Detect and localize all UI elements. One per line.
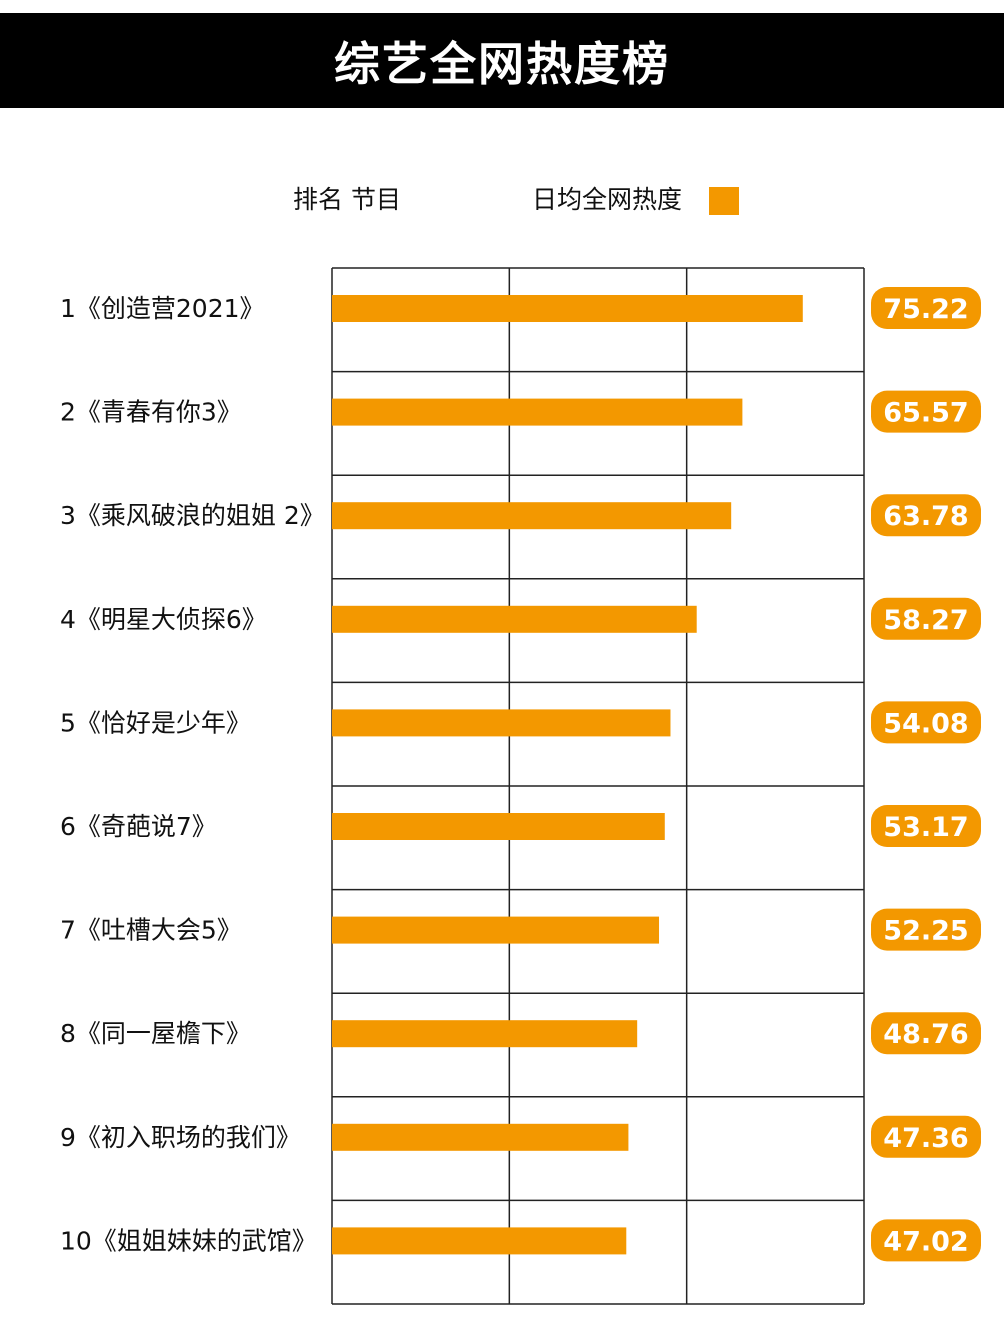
value-badge (871, 805, 981, 847)
grid (331, 267, 865, 1305)
legend-label: 日均全网热度 (532, 185, 682, 214)
value-badge (871, 287, 981, 329)
row-label: 3《乘风破浪的姐姐 2》 (60, 501, 325, 530)
row-labels: 1《创造营2021》 2《青春有你3》 3《乘风破浪的姐姐 2》 4《明星大侦探6》 5… (60, 294, 325, 1255)
value-badge (871, 1219, 981, 1262)
header-rank-program: 排名 节目 (293, 185, 401, 214)
value-label: 47.36 (883, 1123, 968, 1154)
row-label: 8《同一屋檐下》 (60, 1019, 251, 1048)
value-badges: 75.22 65.57 63.78 58.27 54.08 53.17 52.25 48.76… (871, 287, 981, 1262)
row-label: 2《青春有你3》 (60, 398, 242, 427)
value-badge (871, 701, 981, 744)
row-label: 6《奇葩说7》 (60, 812, 217, 841)
value-label: 58.27 (883, 605, 968, 636)
bars (332, 295, 803, 1255)
value-label: 65.57 (883, 398, 968, 429)
bar (332, 605, 697, 633)
value-label: 52.25 (883, 916, 968, 947)
legend-swatch (709, 187, 739, 215)
bar (332, 502, 732, 530)
value-badge (871, 1115, 981, 1158)
value-badge (871, 908, 981, 951)
chart-title: 综艺全网热度榜 (0, 13, 1004, 108)
value-badge (871, 390, 981, 433)
row-label: 10《姐姐妹妹的武馆》 (60, 1226, 317, 1255)
bar (332, 295, 803, 322)
value-label: 63.78 (883, 501, 968, 532)
row-label: 1《创造营2021》 (60, 294, 265, 323)
row-label: 7《吐槽大会5》 (60, 916, 242, 945)
bar (332, 1020, 638, 1048)
value-label: 53.17 (883, 812, 968, 843)
bar (332, 813, 665, 840)
value-label: 47.02 (883, 1226, 968, 1257)
value-label: 54.08 (883, 708, 968, 739)
row-label: 5《恰好是少年》 (60, 708, 251, 737)
bar (332, 709, 671, 737)
value-label: 48.76 (883, 1019, 968, 1050)
bar (332, 398, 743, 426)
value-badge (871, 597, 981, 640)
value-label: 75.22 (883, 294, 968, 325)
row-label: 4《明星大侦探6》 (60, 605, 267, 634)
bar (332, 1227, 627, 1255)
value-badge (871, 494, 981, 537)
row-label: 9《初入职场的我们》 (60, 1123, 301, 1152)
bar (332, 1123, 629, 1151)
value-badge (871, 1012, 981, 1055)
bar (332, 916, 660, 944)
